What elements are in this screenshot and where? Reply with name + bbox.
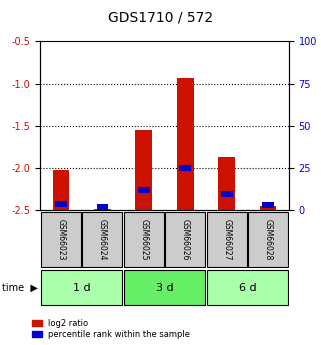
Text: GSM66023: GSM66023 <box>56 219 65 260</box>
FancyBboxPatch shape <box>82 211 122 267</box>
Bar <box>53 170 69 210</box>
Text: GSM66025: GSM66025 <box>139 219 148 260</box>
Bar <box>94 209 111 210</box>
FancyBboxPatch shape <box>165 211 205 267</box>
Text: 1 d: 1 d <box>73 283 91 293</box>
FancyBboxPatch shape <box>207 270 288 305</box>
Bar <box>138 187 150 193</box>
Text: GSM66024: GSM66024 <box>98 219 107 260</box>
Bar <box>221 190 232 197</box>
Text: GSM66028: GSM66028 <box>264 219 273 260</box>
Bar <box>97 204 108 210</box>
Text: GSM66026: GSM66026 <box>181 219 190 260</box>
Bar <box>177 78 194 210</box>
Text: time  ▶: time ▶ <box>2 283 38 293</box>
FancyBboxPatch shape <box>124 270 205 305</box>
Text: 3 d: 3 d <box>156 283 173 293</box>
Text: GDS1710 / 572: GDS1710 / 572 <box>108 10 213 24</box>
FancyBboxPatch shape <box>207 211 247 267</box>
FancyBboxPatch shape <box>41 270 122 305</box>
Bar <box>179 165 191 171</box>
Text: GSM66027: GSM66027 <box>222 219 231 260</box>
Bar <box>55 201 67 207</box>
Bar <box>218 157 235 210</box>
Bar <box>262 203 274 208</box>
FancyBboxPatch shape <box>124 211 164 267</box>
Text: 6 d: 6 d <box>239 283 256 293</box>
FancyBboxPatch shape <box>41 211 81 267</box>
FancyBboxPatch shape <box>248 211 288 267</box>
Legend: log2 ratio, percentile rank within the sample: log2 ratio, percentile rank within the s… <box>30 317 192 341</box>
Bar <box>260 206 276 210</box>
Bar <box>135 130 152 210</box>
